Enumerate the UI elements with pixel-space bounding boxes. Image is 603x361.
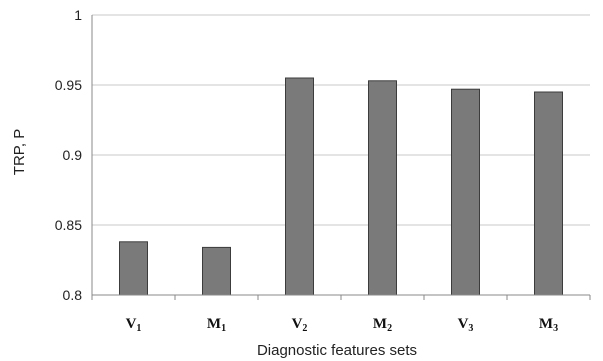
grid-lines <box>92 14 590 226</box>
x-tick-labels: V1 M1 V2 M2 V3 M3 <box>126 316 559 334</box>
bar <box>119 241 148 296</box>
y-tick-label: 1 <box>74 7 82 23</box>
x-tick-label: M2 <box>373 316 392 334</box>
bar <box>451 88 480 296</box>
x-tick-label: V3 <box>458 316 474 334</box>
bar <box>534 91 563 296</box>
x-axis-label: Diagnostic features sets <box>257 342 417 359</box>
bar <box>202 246 231 296</box>
bars <box>119 77 563 296</box>
bar <box>285 77 314 296</box>
bar <box>368 80 397 296</box>
y-tick-label: 0.95 <box>55 77 82 93</box>
y-axis-label: TRP, P <box>11 129 28 175</box>
y-tick-label: 0.9 <box>63 147 83 163</box>
x-tick-label: V2 <box>292 316 308 334</box>
x-tick-label: M3 <box>539 316 558 334</box>
y-tick-label: 0.85 <box>55 217 82 233</box>
y-tick-label: 0.8 <box>63 287 83 303</box>
x-tick-label: V1 <box>126 316 142 334</box>
y-tick-labels: 0.8 0.85 0.9 0.95 1 <box>55 7 82 303</box>
axes <box>91 15 591 300</box>
x-tick-label: M1 <box>207 316 226 334</box>
